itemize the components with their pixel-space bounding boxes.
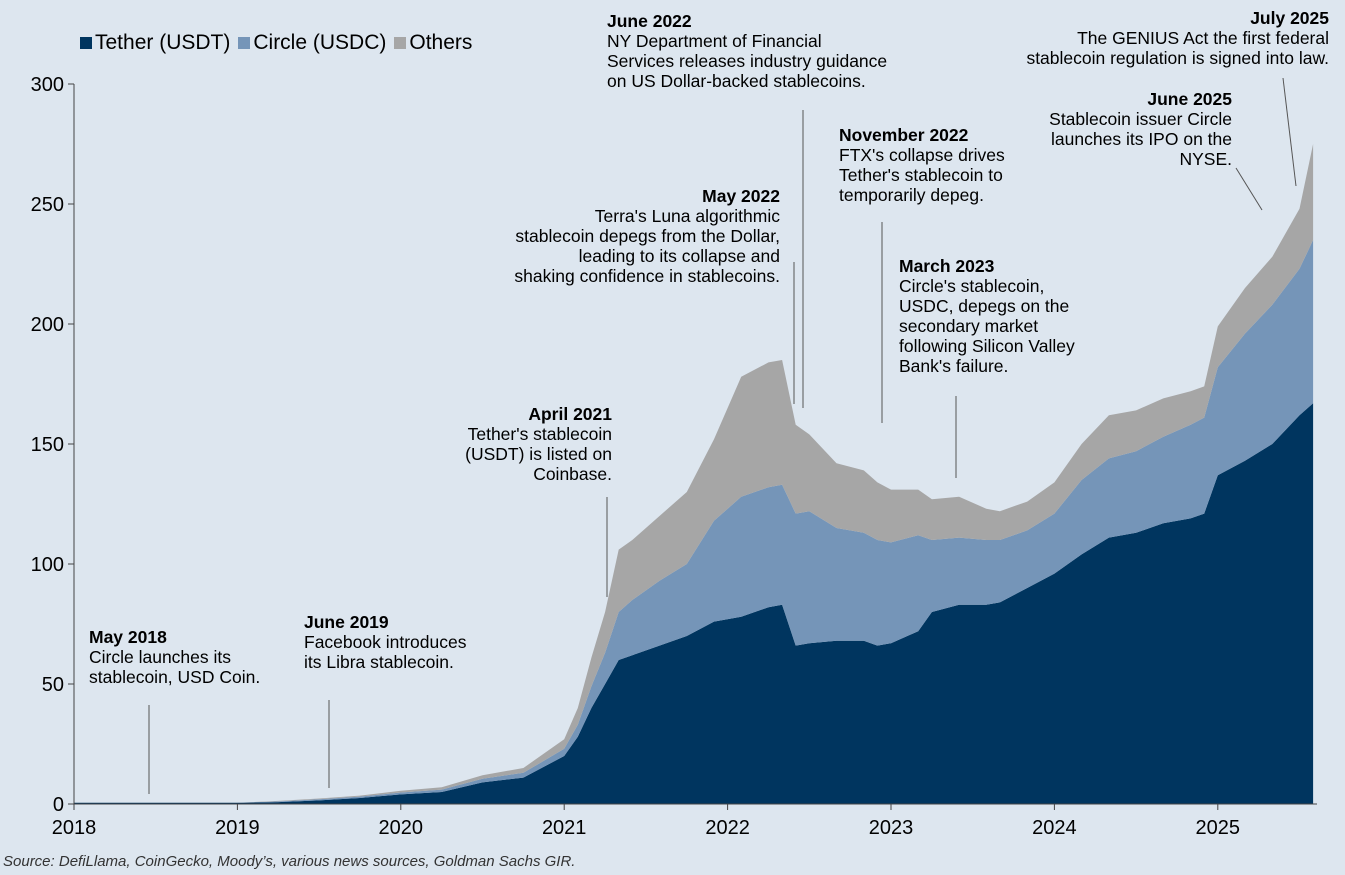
area-circle-usdc [74, 240, 1314, 803]
annotation-text: Stablecoin issuer Circle launches its IP… [1049, 109, 1232, 169]
annotation-date: May 2018 [89, 627, 167, 647]
y-tick-label: 150 [31, 434, 64, 456]
annotation-leader-lines [148, 77, 1297, 794]
y-tick-label: 300 [31, 74, 64, 96]
annotation-april-2021: April 2021 Tether's stablecoin (USDT) is… [465, 404, 612, 484]
y-tick-label: 100 [31, 554, 64, 576]
legend-label-tether: Tether (USDT) [95, 31, 231, 54]
area-tether-usdt [74, 403, 1314, 804]
legend-label-circle: Circle (USDC) [253, 31, 387, 54]
y-tick-label: 0 [53, 794, 64, 816]
annotation-text: The GENIUS Act the first federal stablec… [1026, 28, 1329, 68]
annotation-date: May 2022 [702, 186, 780, 206]
axes: 0 50 100 150 200 250 300 2018 2019 2020 2021 2022 20… [31, 74, 1317, 839]
annotation-text: FTX's collapse drives Tether's stablecoi… [839, 145, 1005, 205]
y-tick-label: 200 [31, 314, 64, 336]
area-others [74, 144, 1314, 803]
source-note: Source: DefiLlama, CoinGecko, Moody’s, v… [3, 853, 576, 870]
annotation-text: Circle's stablecoin, USDC, depegs on the… [899, 276, 1075, 376]
annotation-date: April 2021 [528, 404, 612, 424]
area-series-group [74, 144, 1314, 804]
y-tick-label: 50 [42, 674, 64, 696]
annotation-june-2019: June 2019 Facebook introduces its Libra … [304, 612, 466, 672]
annotation-june-2025: June 2025 Stablecoin issuer Circle launc… [1049, 89, 1232, 169]
annotation-text: Terra's Luna algorithmic stablecoin depe… [514, 206, 780, 286]
annotation-date: March 2023 [899, 256, 995, 276]
annotation-text: Circle launches its stablecoin, USD Coin… [89, 647, 261, 687]
annotation-june-2022: June 2022 NY Department of Financial Ser… [607, 11, 887, 91]
legend-swatch-others [394, 37, 407, 49]
annotation-date: June 2019 [304, 612, 389, 632]
legend-item-others: Others [394, 31, 472, 55]
annotation-march-2023: March 2023 Circle's stablecoin, USDC, de… [899, 256, 1075, 376]
x-tick-label: 2018 [52, 817, 97, 839]
x-tick-label: 2025 [1196, 817, 1241, 839]
legend: Tether (USDT) Circle (USDC) Others [80, 31, 480, 55]
x-tick-label: 2021 [542, 817, 587, 839]
legend-swatch-tether [80, 37, 92, 49]
annotation-date: June 2022 [607, 11, 692, 31]
x-tick-label: 2022 [705, 817, 750, 839]
x-tick-label: 2024 [1032, 817, 1077, 839]
annotation-may-2018: May 2018 Circle launches its stablecoin,… [89, 627, 260, 687]
y-tick-label: 250 [31, 194, 64, 216]
x-tick-label: 2019 [215, 817, 260, 839]
annotation-may-2022: May 2022 Terra's Luna algorithmic stable… [514, 186, 780, 286]
legend-item-tether: Tether (USDT) [80, 31, 230, 55]
annotation-date: July 2025 [1250, 8, 1329, 28]
annotation-text: Tether's stablecoin (USDT) is listed on … [465, 424, 612, 484]
legend-label-others: Others [409, 31, 473, 54]
legend-swatch-circle [238, 37, 251, 49]
x-tick-label: 2020 [379, 817, 424, 839]
annotation-text: NY Department of Financial Services rele… [607, 31, 888, 91]
annotation-leader-line [1235, 167, 1263, 211]
annotation-leader-line [1282, 77, 1297, 187]
annotation-july-2025: July 2025 The GENIUS Act the first feder… [1026, 8, 1329, 68]
annotation-november-2022: November 2022 FTX's collapse drives Teth… [839, 125, 1005, 205]
annotation-date: November 2022 [839, 125, 969, 145]
legend-item-circle: Circle (USDC) [238, 31, 386, 55]
x-tick-label: 2023 [869, 817, 914, 839]
annotation-date: June 2025 [1147, 89, 1232, 109]
annotation-text: Facebook introduces its Libra stablecoin… [304, 632, 467, 672]
